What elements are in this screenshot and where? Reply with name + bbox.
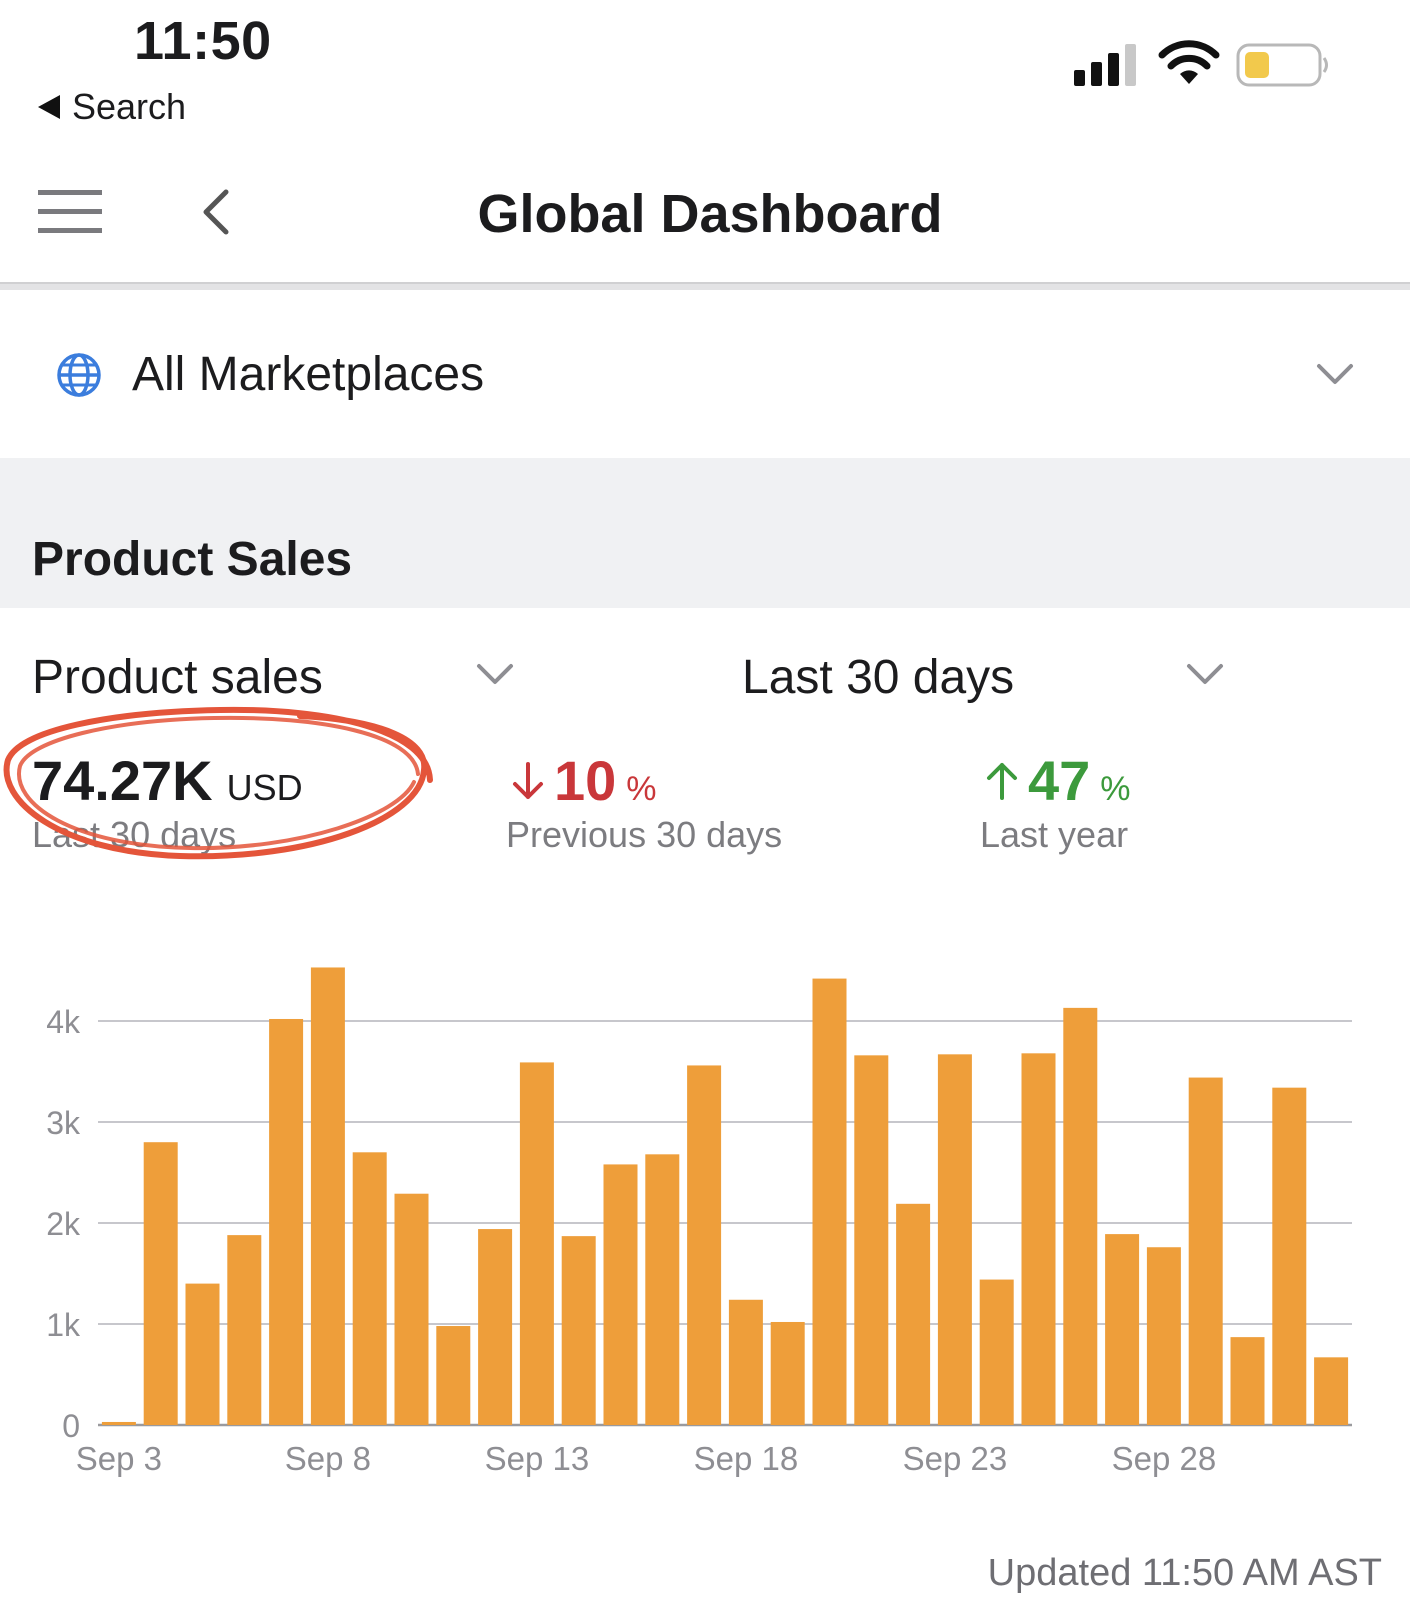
- bar: [1105, 1234, 1140, 1425]
- bar: [519, 1062, 554, 1425]
- bar: [937, 1054, 972, 1425]
- bar: [687, 1065, 722, 1425]
- kpi-year-change: 47 %: [984, 748, 1131, 813]
- x-tick-label: Sep 3: [76, 1440, 162, 1477]
- y-tick-label: 1k: [46, 1307, 81, 1343]
- back-triangle-icon: [38, 95, 60, 119]
- bar: [478, 1229, 513, 1425]
- bar: [1230, 1337, 1265, 1425]
- bar: [185, 1283, 220, 1425]
- bar: [143, 1142, 178, 1425]
- kpi-previous-unit: %: [626, 770, 657, 808]
- back-to-search-link[interactable]: Search: [38, 86, 186, 128]
- back-chevron-icon[interactable]: [196, 188, 236, 236]
- nav-divider: [0, 282, 1410, 290]
- back-label: Search: [72, 86, 187, 127]
- bar: [1021, 1053, 1056, 1425]
- chart-grid: [98, 1020, 1352, 1427]
- arrow-down-icon: [513, 761, 543, 799]
- bar: [603, 1164, 638, 1425]
- y-tick-label: 4k: [46, 1004, 81, 1040]
- metric-dropdown[interactable]: Product sales: [32, 651, 323, 704]
- bar: [854, 1055, 889, 1425]
- bar: [1314, 1357, 1349, 1425]
- chart-bars: [101, 967, 1349, 1425]
- marketplace-selector[interactable]: [0, 290, 1410, 458]
- period-dropdown[interactable]: Last 30 days: [742, 651, 1015, 704]
- kpi-year-caption: Last year: [980, 814, 1129, 855]
- kpi-total-sales: 74.27K USD: [32, 748, 303, 813]
- arrow-up-icon: [987, 762, 1017, 800]
- bar: [770, 1321, 805, 1425]
- battery-icon: [1236, 43, 1328, 87]
- period-chevron-down-icon[interactable]: [1186, 662, 1224, 686]
- bar: [269, 1018, 304, 1425]
- kpi-total-value: 74.27K: [32, 749, 213, 812]
- x-tick-label: Sep 18: [694, 1440, 799, 1477]
- y-tick-label: 2k: [46, 1206, 81, 1242]
- kpi-previous-value: 10: [554, 749, 617, 812]
- kpi-previous-caption: Previous 30 days: [506, 814, 783, 855]
- metric-chevron-down-icon[interactable]: [476, 662, 514, 686]
- wifi-icon: [1158, 40, 1220, 84]
- globe-icon: [57, 353, 101, 397]
- bar: [1188, 1077, 1223, 1425]
- marketplace-label: All Marketplaces: [132, 348, 485, 401]
- kpi-previous-change: 10 %: [510, 748, 657, 813]
- signal-icon: [1074, 44, 1136, 86]
- y-tick-label: 0: [62, 1408, 80, 1444]
- menu-icon[interactable]: [38, 190, 102, 234]
- bar: [896, 1203, 931, 1425]
- bar: [1146, 1247, 1181, 1425]
- x-tick-label: Sep 23: [903, 1440, 1008, 1477]
- bar: [645, 1154, 680, 1425]
- annotation-circle: [3, 706, 433, 860]
- x-tick-label: Sep 13: [485, 1440, 590, 1477]
- kpi-year-unit: %: [1100, 770, 1131, 808]
- bar: [1272, 1087, 1307, 1425]
- bar: [812, 978, 847, 1425]
- bar: [394, 1193, 429, 1425]
- kpi-year-value: 47: [1028, 749, 1091, 812]
- bar: [979, 1279, 1014, 1425]
- bar: [728, 1299, 763, 1425]
- updated-timestamp: Updated 11:50 AM AST: [987, 1552, 1382, 1594]
- kpi-total-unit: USD: [226, 767, 303, 808]
- x-tick-label: Sep 28: [1112, 1440, 1217, 1477]
- bar: [310, 967, 345, 1425]
- bar: [101, 1421, 136, 1425]
- marketplace-chevron-down-icon[interactable]: [1316, 362, 1354, 386]
- bar: [227, 1235, 262, 1425]
- page-title: Global Dashboard: [477, 184, 943, 244]
- chart-x-labels: Sep 3 Sep 8 Sep 13 Sep 18 Sep 23 Sep 28: [76, 1440, 1216, 1477]
- y-tick-label: 3k: [46, 1105, 81, 1141]
- bar: [561, 1236, 596, 1425]
- status-time: 11:50: [134, 11, 272, 71]
- section-title: Product Sales: [32, 533, 353, 586]
- chart-y-labels: 0 1k 2k 3k 4k: [46, 1004, 81, 1444]
- section-header: [0, 458, 1410, 608]
- x-tick-label: Sep 8: [285, 1440, 371, 1477]
- bar: [1063, 1007, 1098, 1425]
- bar: [436, 1326, 471, 1425]
- bar: [352, 1152, 387, 1425]
